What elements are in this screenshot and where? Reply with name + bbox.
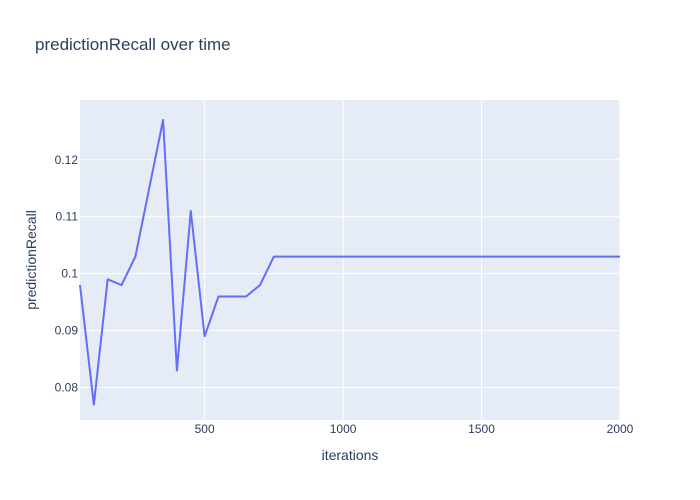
x-tick-label: 1000 [330, 422, 357, 436]
y-gridlines [80, 159, 620, 389]
plot-area [80, 100, 620, 420]
x-gridlines [204, 100, 621, 420]
y-axis-title: predictionRecall [23, 210, 39, 310]
y-tick-label: 0.08 [55, 381, 79, 395]
x-tick-label: 500 [195, 422, 215, 436]
chart-title: predictionRecall over time [35, 35, 231, 54]
y-tick-label: 0.12 [55, 153, 79, 167]
x-tick-label: 2000 [607, 422, 634, 436]
y-tick-labels: 0.08 0.09 0.1 0.11 0.12 [55, 153, 79, 395]
series-layer [79, 118, 620, 406]
y-tick-label: 0.1 [61, 267, 78, 281]
x-tick-label: 1500 [468, 422, 495, 436]
y-tick-label: 0.11 [56, 210, 79, 224]
x-axis-title: iterations [322, 447, 379, 463]
y-tick-label: 0.09 [55, 324, 79, 338]
x-tick-labels: 500 1000 1500 2000 [195, 422, 634, 436]
series-line [79, 118, 620, 406]
